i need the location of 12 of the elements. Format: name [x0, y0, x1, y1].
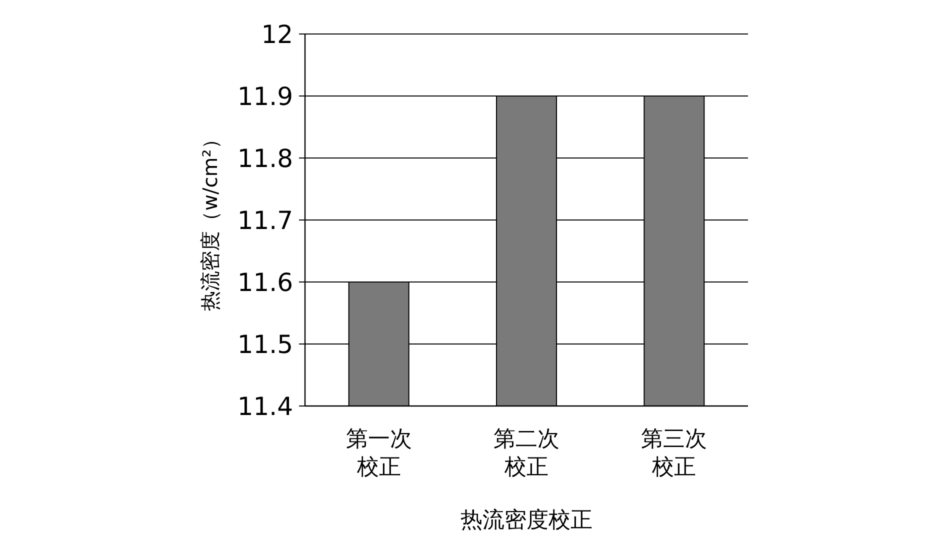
x-axis-title: 热流密度校正 [460, 508, 592, 533]
y-tick-label: 11.5 [237, 330, 293, 359]
x-tick-label: 第三次校正 [641, 427, 708, 480]
x-tick-label: 第一次校正 [346, 427, 412, 480]
y-tick-label: 12 [261, 20, 293, 49]
y-tick-label: 11.6 [237, 268, 293, 297]
y-axis-title: 热流密度（w/cm²） [198, 129, 222, 311]
y-tick-label: 11.7 [237, 206, 293, 235]
y-tick-label: 11.8 [237, 144, 293, 173]
y-tick-label: 11.9 [237, 82, 293, 111]
x-tick-label: 第二次校正 [494, 427, 560, 480]
y-tick-label: 11.4 [237, 392, 293, 421]
